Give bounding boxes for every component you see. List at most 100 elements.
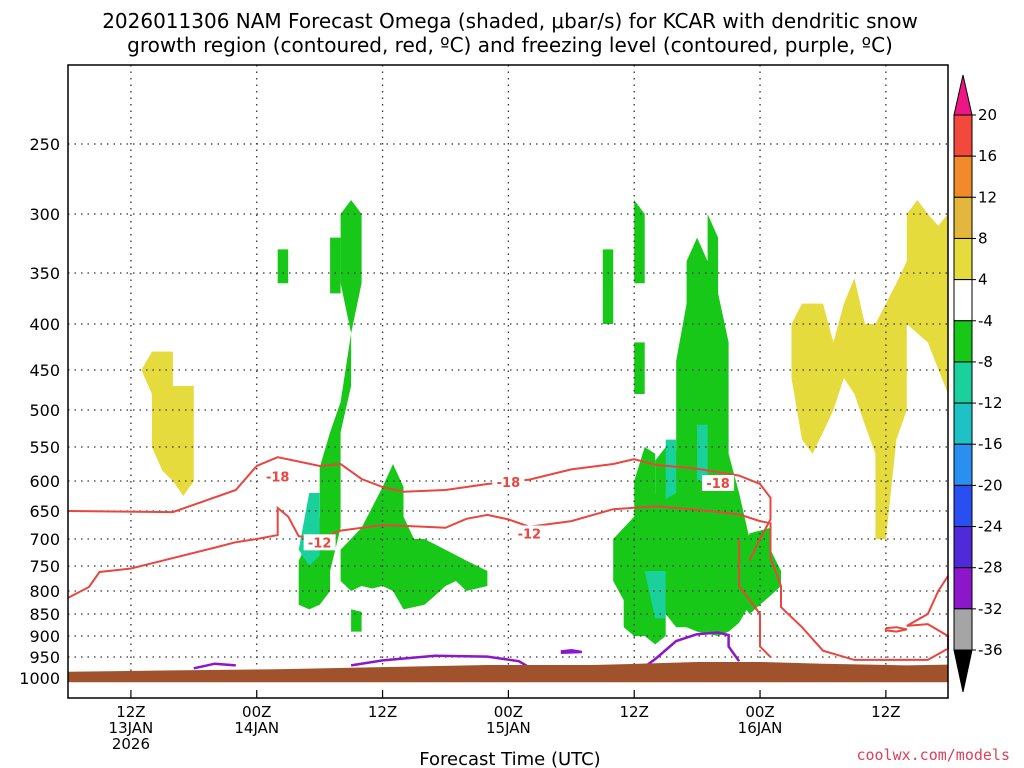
freezing-level-contour bbox=[643, 631, 741, 668]
contour-label-bg bbox=[702, 475, 735, 491]
colorbar-segment bbox=[953, 361, 973, 404]
contour-label-bg bbox=[261, 468, 294, 485]
omega-shade-negative bbox=[277, 249, 289, 284]
contours: -18 -18 -18 -12 -12 bbox=[67, 456, 949, 670]
colorbar-label: 16 bbox=[978, 147, 997, 165]
contour-label: -12 bbox=[308, 536, 332, 551]
grid bbox=[68, 65, 948, 678]
colorbar-label: -36 bbox=[978, 641, 1003, 659]
colorbar-label: -32 bbox=[978, 600, 1003, 618]
y-axis: 250 300 350 400 450 500 550 600 650 700 750 800 850 9… bbox=[19, 135, 60, 688]
colorbar-segment bbox=[953, 237, 973, 281]
ground-terrain bbox=[68, 662, 948, 683]
colorbar-label: -20 bbox=[978, 476, 1003, 494]
y-tick-label: 900 bbox=[29, 627, 60, 646]
colorbar-segment bbox=[953, 567, 973, 610]
x-tick-label: 00Z bbox=[242, 703, 271, 721]
y-tick-label: 500 bbox=[29, 401, 60, 420]
y-tick-label: 350 bbox=[29, 264, 60, 283]
y-tick-label: 250 bbox=[29, 135, 60, 154]
omega-shade-negative bbox=[634, 342, 645, 394]
chart-title-line-2: growth region (contoured, red, ºC) and f… bbox=[127, 33, 893, 57]
y-tick-label: 450 bbox=[29, 361, 60, 380]
omega-shade-negative bbox=[330, 237, 341, 294]
colorbar-segment bbox=[953, 526, 973, 569]
omega-shade-negative bbox=[602, 249, 614, 324]
colorbar-label: -4 bbox=[978, 312, 993, 330]
colorbar-segment bbox=[953, 484, 973, 528]
y-tick-label: 650 bbox=[29, 502, 60, 521]
omega-shade-strong-negative bbox=[644, 571, 666, 619]
omega-shade-strong-negative bbox=[697, 424, 708, 481]
x-tick-label: 12Z bbox=[368, 703, 397, 721]
x-tick-label: 15JAN bbox=[486, 719, 531, 737]
contour-label: -18 bbox=[266, 471, 290, 486]
contour-label: -18 bbox=[497, 476, 521, 491]
colorbar-segment bbox=[953, 114, 973, 157]
y-tick-label: 700 bbox=[29, 530, 60, 549]
x-tick-label: 2026 bbox=[112, 735, 150, 753]
dgz-contour-minus12 bbox=[67, 505, 949, 661]
omega-shade-negative bbox=[739, 527, 781, 614]
x-axis-title: Forecast Time (UTC) bbox=[419, 749, 600, 768]
y-tick-label: 750 bbox=[29, 557, 60, 576]
y-tick-label: 800 bbox=[29, 582, 60, 601]
colorbar-segment bbox=[953, 320, 973, 363]
x-tick-label: 12Z bbox=[620, 703, 649, 721]
contour-label-bg bbox=[492, 473, 525, 490]
credit-text[interactable]: coolwx.com/models bbox=[856, 746, 1010, 764]
contour-label: -18 bbox=[706, 477, 730, 492]
x-tick-label: 16JAN bbox=[738, 719, 783, 737]
colorbar-segment bbox=[953, 443, 973, 486]
y-tick-label: 400 bbox=[29, 315, 60, 334]
plot-area bbox=[141, 200, 948, 645]
freezing-level-contour bbox=[350, 654, 531, 669]
dgz-contour-small-loop bbox=[884, 626, 908, 633]
y-tick-label: 600 bbox=[29, 472, 60, 491]
y-tick-label: 950 bbox=[29, 648, 60, 667]
x-tick-label: 12Z bbox=[116, 703, 145, 721]
colorbar-label: 12 bbox=[978, 188, 997, 206]
x-tick-label: 13JAN bbox=[109, 719, 154, 737]
colorbar-label: -12 bbox=[978, 394, 1003, 412]
colorbar-segment bbox=[953, 279, 973, 322]
colorbar-label: -24 bbox=[978, 518, 1003, 536]
contour-label: -12 bbox=[518, 528, 542, 543]
colorbar-segment bbox=[953, 155, 973, 198]
omega-shade-negative bbox=[340, 464, 488, 610]
x-tick-label: 00Z bbox=[745, 703, 774, 721]
contour-label-bg bbox=[303, 534, 336, 551]
freezing-level-contour bbox=[560, 649, 582, 655]
dgz-contour-minus12-branch bbox=[738, 539, 772, 658]
y-tick-label: 550 bbox=[29, 438, 60, 457]
chart-title-line-1: 2026011306 NAM Forecast Omega (shaded, μ… bbox=[102, 9, 918, 33]
omega-shade-positive bbox=[141, 351, 194, 496]
colorbar-label: -8 bbox=[978, 353, 993, 371]
colorbar-top-arrow bbox=[953, 74, 973, 116]
ground-layer bbox=[68, 662, 948, 683]
colorbar-segment bbox=[953, 402, 973, 445]
omega-shade-positive bbox=[791, 200, 948, 539]
colorbar-bottom-arrow bbox=[953, 649, 973, 693]
y-tick-label: 1000 bbox=[19, 669, 60, 688]
contour-label-bg bbox=[513, 525, 546, 542]
colorbar-label: 8 bbox=[978, 229, 988, 247]
omega-shade-negative bbox=[351, 609, 362, 632]
omega-shade-strong-negative bbox=[665, 439, 677, 499]
freezing-level-contour bbox=[193, 662, 236, 670]
y-tick-label: 850 bbox=[29, 605, 60, 624]
colorbar-segment bbox=[953, 196, 973, 239]
colorbar-label: -28 bbox=[978, 559, 1003, 577]
omega-shade-negative bbox=[298, 200, 362, 610]
colorbar-label: 4 bbox=[978, 271, 988, 289]
x-tick-label: 00Z bbox=[494, 703, 523, 721]
colorbar-label: -16 bbox=[978, 435, 1003, 453]
colorbar-segment bbox=[953, 608, 973, 651]
colorbar-label: 20 bbox=[978, 106, 997, 124]
x-tick-label: 12Z bbox=[871, 703, 900, 721]
y-tick-label: 300 bbox=[29, 205, 60, 224]
omega-shade-negative bbox=[634, 200, 645, 284]
colorbar: 20 16 12 8 4 -4 -8 -12 -16 -20 -24 -28 -32 -36 bbox=[953, 74, 1003, 693]
